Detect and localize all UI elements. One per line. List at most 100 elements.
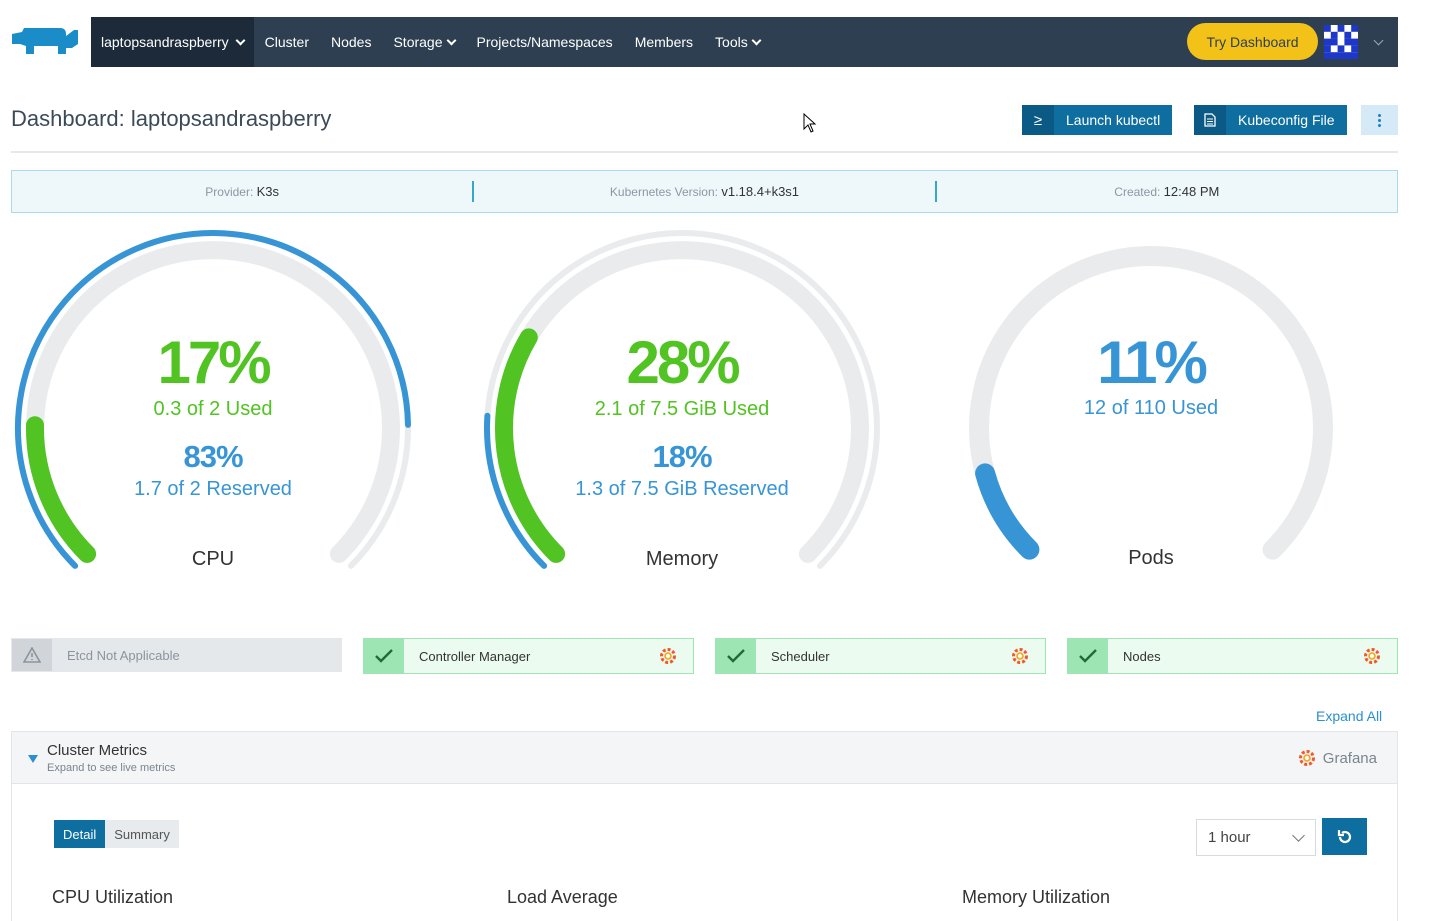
button-label: Launch kubectl	[1066, 112, 1161, 128]
reserved-arc	[484, 412, 548, 569]
user-avatar[interactable]	[1324, 25, 1358, 59]
cpu-used-text: 0.3 of 2 Used	[153, 398, 273, 420]
rancher-logo-icon[interactable]	[10, 22, 80, 62]
kebab-dot	[1378, 113, 1381, 117]
expand-all-link[interactable]: Expand All	[1316, 708, 1383, 724]
cluster-metrics-subtitle: Expand to see live metrics	[47, 762, 176, 774]
pods-gauge-arcs	[969, 246, 1333, 560]
used-track	[969, 246, 1333, 560]
cluster-metrics-header[interactable]: Cluster Metrics Expand to see live metri…	[11, 731, 1398, 784]
scheduler-status: Scheduler	[715, 638, 1046, 674]
cluster-switcher[interactable]: laptopsandraspberry	[91, 17, 254, 67]
grafana-icon[interactable]	[643, 646, 693, 666]
nav-label: Nodes	[331, 34, 372, 50]
check-icon	[1068, 639, 1108, 673]
terminal-icon: ≥	[1022, 105, 1054, 135]
warning-icon	[12, 639, 52, 671]
launch-kubectl-button[interactable]: ≥ Launch kubectl	[1022, 105, 1173, 135]
page-title: Dashboard: laptopsandraspberry	[11, 106, 332, 131]
refresh-icon	[1337, 829, 1351, 843]
button-label: Kubeconfig File	[1238, 112, 1335, 128]
cpu-utilization-title: CPU Utilization	[52, 887, 174, 907]
memory-reserved-percent: 18%	[652, 439, 712, 474]
memory-used-text: 2.1 of 7.5 GiB Used	[594, 398, 770, 420]
provider-label: Provider:	[205, 185, 254, 199]
provider-value: K3s	[256, 184, 280, 199]
nav-label: Storage	[393, 34, 443, 50]
status-label: Controller Manager	[419, 648, 531, 664]
grafana-icon	[1298, 750, 1315, 766]
pods-gauge: 11% 12 of 110 Used Pods	[951, 228, 1351, 588]
memory-used-percent: 28%	[626, 329, 740, 396]
cluster-name: laptopsandraspberry	[101, 34, 229, 50]
separator	[472, 181, 475, 202]
time-range-value: 1 hour	[1208, 829, 1251, 846]
grafana-label: Grafana	[1322, 749, 1377, 767]
cpu-gauge: 17% 0.3 of 2 Used 83% 1.7 of 2 Reserved …	[13, 228, 413, 588]
grafana-link[interactable]: Grafana	[1297, 748, 1377, 768]
etcd-status: Etcd Not Applicable	[11, 638, 342, 672]
cluster-metrics-body	[11, 784, 1398, 921]
check-icon	[364, 639, 404, 673]
separator	[934, 181, 937, 202]
chevron-down-icon	[235, 35, 246, 45]
cluster-info-bar: Provider: K3s Kubernetes Version: v1.18.…	[11, 170, 1398, 213]
memory-utilization-title: Memory Utilization	[962, 887, 1111, 907]
nav-item-tools[interactable]: Tools	[704, 17, 771, 67]
created-value: 12:48 PM	[1163, 184, 1220, 199]
mouse-cursor-icon	[803, 113, 817, 133]
chevron-down-icon	[446, 35, 456, 45]
memory-reserved-text: 1.3 of 7.5 GiB Reserved	[575, 478, 789, 500]
status-label: Etcd Not Applicable	[67, 647, 180, 663]
status-label: Scheduler	[771, 648, 830, 664]
kebab-dot	[1378, 118, 1381, 122]
nav-item-members[interactable]: Members	[624, 17, 704, 67]
provider-info: Provider: K3s	[12, 184, 472, 199]
load-average-title: Load Average	[507, 887, 618, 907]
nav-item-storage[interactable]: Storage	[382, 17, 465, 67]
file-icon	[1194, 105, 1226, 135]
chevron-down-icon[interactable]	[1373, 35, 1384, 46]
grafana-icon[interactable]	[1347, 646, 1397, 666]
nodes-status: Nodes	[1067, 638, 1398, 674]
top-nav: laptopsandraspberry Cluster Nodes Storag…	[91, 17, 1398, 67]
tab-detail[interactable]: Detail	[54, 820, 106, 848]
nav-item-cluster[interactable]: Cluster	[254, 17, 320, 67]
caret-down-icon[interactable]	[28, 755, 38, 763]
pods-label: Pods	[1128, 547, 1174, 569]
created-info: Created: 12:48 PM	[937, 184, 1397, 199]
pods-used-text: 12 of 110 Used	[1083, 397, 1219, 419]
created-label: Created:	[1114, 185, 1161, 199]
status-label: Nodes	[1123, 648, 1161, 664]
refresh-button[interactable]	[1322, 818, 1367, 855]
cpu-used-percent: 17%	[157, 329, 271, 396]
cluster-metrics-title: Cluster Metrics	[47, 742, 148, 759]
cpu-gauge-arcs	[15, 230, 411, 569]
k8s-version-info: Kubernetes Version: v1.18.4+k3s1	[474, 184, 934, 199]
nav-item-nodes[interactable]: Nodes	[320, 17, 382, 67]
pods-used-percent: 11%	[1097, 329, 1208, 396]
reserved-arc	[15, 230, 411, 569]
nav-label: Cluster	[264, 34, 309, 50]
used-arc	[25, 416, 97, 563]
nav-label: Projects/Namespaces	[476, 34, 613, 50]
cpu-label: CPU	[191, 548, 235, 570]
kubeconfig-file-button[interactable]: Kubeconfig File	[1194, 105, 1347, 135]
cpu-reserved-percent: 83%	[183, 439, 243, 474]
k8s-version-label: Kubernetes Version:	[609, 185, 718, 199]
cpu-reserved-text: 1.7 of 2 Reserved	[134, 478, 292, 500]
memory-label: Memory	[645, 548, 719, 570]
grafana-icon[interactable]	[995, 646, 1045, 666]
try-dashboard-button[interactable]: Try Dashboard	[1187, 23, 1318, 60]
time-range-select[interactable]: 1 hour	[1196, 819, 1316, 856]
nav-item-projects[interactable]: Projects/Namespaces	[466, 17, 624, 67]
more-actions-button[interactable]	[1361, 105, 1398, 135]
k8s-version-value: v1.18.4+k3s1	[721, 184, 800, 199]
check-icon	[716, 639, 756, 673]
memory-gauge: 28% 2.1 of 7.5 GiB Used 18% 1.3 of 7.5 G…	[482, 228, 882, 588]
chevron-down-icon	[1292, 829, 1305, 842]
used-arc	[494, 328, 566, 563]
memory-gauge-arcs	[484, 230, 880, 569]
tab-summary[interactable]: Summary	[105, 820, 179, 848]
chevron-down-icon	[751, 35, 762, 45]
